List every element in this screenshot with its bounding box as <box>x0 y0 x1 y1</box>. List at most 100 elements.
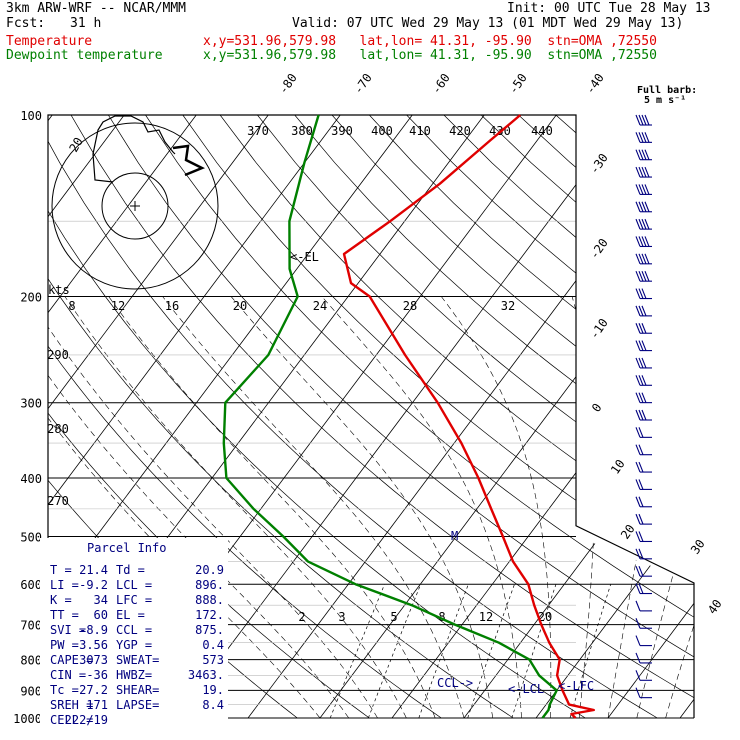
wind-barb-flag <box>635 218 641 230</box>
isotherm-label: 0 <box>589 401 605 415</box>
wind-barb-flag <box>635 427 641 438</box>
pressure-tick-label: 800 <box>20 654 42 668</box>
wind-barb-flag <box>638 132 644 143</box>
dewpoint-curve <box>222 114 558 719</box>
hodograph-speed-label: 20 <box>233 299 247 313</box>
dry-adiabat-line <box>555 115 694 719</box>
wind-barb-flag <box>635 166 641 178</box>
isotherm-label: 10 <box>608 457 628 477</box>
parcel-stat-name: PW = <box>50 638 79 652</box>
wind-barb-flag <box>638 427 644 438</box>
wind-barb-flag <box>644 166 650 178</box>
isotherm-line <box>679 115 694 719</box>
hodograph-speed-label: 24 <box>313 299 327 313</box>
wind-barb-flag <box>635 184 641 195</box>
parcel-stat-value: 875. <box>195 623 224 637</box>
isotherm-line <box>175 115 629 719</box>
low-theta-label: 290 <box>47 348 69 362</box>
wind-barb-flag <box>644 132 650 143</box>
isotherm-line <box>607 115 694 719</box>
wind-barb-flag <box>638 305 644 317</box>
parcel-stat-name: LAPSE= <box>116 698 159 712</box>
init-time: Init: 00 UTC Tue 28 May 13 <box>507 1 711 16</box>
hodograph-speed-label: 16 <box>165 299 179 313</box>
pressure-tick-label: 100 <box>20 109 42 123</box>
parcel-stat-value: 896. <box>195 578 224 592</box>
isotherm-label: 20 <box>618 522 638 542</box>
wind-barb-flag <box>638 444 644 455</box>
pressure-tick-label: 300 <box>20 397 42 411</box>
pressure-tick-label: 200 <box>20 291 42 305</box>
parcel-stat-name: CELL = <box>50 713 93 727</box>
mixing-ratio-label: 2 <box>298 610 305 624</box>
wind-barb-flag <box>635 409 641 421</box>
moist-adiabat-line <box>230 296 494 719</box>
level-marker-label: <-LCL <box>508 682 544 696</box>
low-theta-label: 280 <box>47 422 69 436</box>
pressure-tick-label: 600 <box>20 578 42 592</box>
parcel-stat-value: 172. <box>195 608 224 622</box>
barb-note-title: Full barb: <box>637 85 698 96</box>
parcel-stat-value: 19. <box>202 683 224 697</box>
wind-barb-flag <box>644 218 650 230</box>
wind-barb-flag <box>635 531 641 542</box>
forecast-label: Fcst: <box>6 16 46 31</box>
mixing-ratio-label: 12 <box>479 610 493 624</box>
wind-barb-flag <box>635 201 641 212</box>
mixing-ratio-label: 20 <box>538 610 552 624</box>
temperature-curve <box>342 114 595 719</box>
dry-adiabat-line <box>369 115 694 719</box>
wind-barb-flag <box>638 479 644 490</box>
wind-barb-flag <box>638 409 644 421</box>
wind-barb-flag <box>641 375 647 386</box>
wind-barb-flag <box>635 340 641 351</box>
wind-barb-flag <box>644 236 650 247</box>
wind-barb-flag <box>638 149 644 160</box>
wind-barb-flag <box>641 323 647 334</box>
wind-barb-flag <box>641 114 647 126</box>
wind-barb-flag <box>638 513 644 525</box>
wind-barb-flag <box>644 201 650 212</box>
parcel-stat-value: 20.9 <box>195 563 224 577</box>
parcel-stat-value: 34 <box>94 593 108 607</box>
hodograph-speed-label: 12 <box>111 299 125 313</box>
wind-barb-flag <box>638 531 644 542</box>
hodograph-ring-label: 20 <box>66 135 85 155</box>
parcel-stat-value: 3463. <box>188 668 224 682</box>
isotherm-line <box>319 115 694 719</box>
isotherm-label: -30 <box>587 151 611 177</box>
temperature-location: x,y=531.96,579.98 lat,lon= 41.31, -95.90… <box>203 34 657 49</box>
mixing-ratio-line <box>418 584 469 719</box>
wind-barb-flag <box>644 270 650 282</box>
wind-barb-flag <box>641 357 647 369</box>
wind-barb-flag <box>635 548 641 560</box>
parcel-stat-name: SWEAT= <box>116 653 159 667</box>
wind-barb-flag <box>641 149 647 160</box>
wind-barb-flag <box>635 461 641 473</box>
wind-barbs <box>635 114 652 699</box>
isotherm-line <box>48 115 413 719</box>
wind-barb-flag <box>635 392 641 403</box>
parcel-stat-value: -36 <box>86 668 108 682</box>
parcel-stat-name: EL = <box>116 608 145 622</box>
model-title: 3km ARW-WRF -- NCAR/MMM <box>6 1 187 16</box>
level-marker-label: CCL-> <box>437 676 473 690</box>
hodograph-speed-label: 32 <box>501 299 515 313</box>
parcel-stat-value: 60 <box>94 608 108 622</box>
wind-barb-flag <box>638 114 644 126</box>
wind-barb-flag <box>638 184 644 195</box>
parcel-stat-name: SVI = <box>50 623 86 637</box>
hodograph-ring <box>101 172 169 240</box>
mixing-ratio-line <box>467 584 515 719</box>
wind-barb-flag <box>635 288 641 299</box>
wind-barb-flag <box>635 357 641 369</box>
wind-barb-flag <box>641 253 647 265</box>
parcel-stat-name: CAPE = <box>50 653 93 667</box>
isotherm-line <box>48 115 197 719</box>
isotherm-label: -80 <box>276 71 300 97</box>
dry-adiabat-line <box>518 115 694 719</box>
wind-barb-flag <box>641 340 647 351</box>
parcel-stat-name: LCL = <box>116 578 152 592</box>
wind-barb-flag <box>638 340 644 351</box>
